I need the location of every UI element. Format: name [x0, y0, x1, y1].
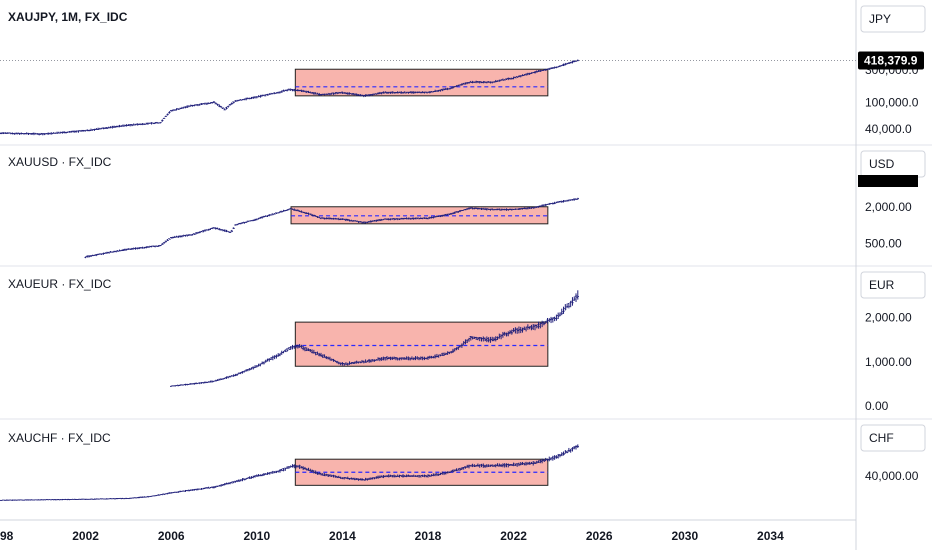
- x-tick-label: 2006: [158, 529, 185, 543]
- x-tick-label: 2010: [243, 529, 270, 543]
- x-tick-label: 2022: [500, 529, 527, 543]
- currency-badge-chf[interactable]: [860, 424, 926, 452]
- currency-label-eur: EUR: [869, 278, 895, 292]
- x-tick-label: 2030: [671, 529, 698, 543]
- currency-badge-jpy[interactable]: [860, 5, 926, 33]
- pane-xauchf[interactable]: XAUCHF · FX_IDC: [0, 431, 579, 501]
- ohlc-bars: [0, 444, 579, 501]
- x-tick-label: 2002: [72, 529, 99, 543]
- price-tick-label: 40,000.0: [865, 122, 912, 136]
- price-tick-label: 500.00: [865, 236, 902, 250]
- x-tick-label: 2014: [329, 529, 356, 543]
- range-box[interactable]: [294, 68, 549, 97]
- ohlc-bars: [84, 197, 579, 259]
- currency-badge-eur[interactable]: [860, 271, 926, 299]
- last-price-value: 418,379.9: [864, 53, 918, 67]
- plot-area-xaujpy[interactable]: [0, 59, 579, 136]
- currency-label-usd: USD: [869, 157, 895, 171]
- currency-label-jpy: JPY: [869, 12, 891, 26]
- x-tick-label: 2026: [586, 529, 613, 543]
- price-tick-label: 2,000.00: [865, 311, 912, 325]
- pane-title-xaueur: XAUEUR · FX_IDC: [8, 277, 112, 291]
- ohlc-bars: [0, 59, 579, 136]
- time-axis[interactable]: 1998 2002 2006 2010 2014 2018 2022 2026 2030 2034: [0, 529, 784, 543]
- pane-xauusd[interactable]: XAUUSD · FX_IDC: [8, 155, 579, 259]
- plot-area-xaueur[interactable]: [170, 290, 579, 387]
- price-tick-label: 40,000.00: [865, 469, 919, 483]
- pane-title-xauusd: XAUUSD · FX_IDC: [8, 155, 112, 169]
- usd-price-tag-covered: [858, 175, 918, 187]
- price-tick-label: 0.00: [865, 399, 889, 413]
- plot-area-xauusd[interactable]: [84, 197, 579, 259]
- range-box[interactable]: [294, 321, 549, 367]
- x-tick-label: 2018: [415, 529, 442, 543]
- price-tick-label: 2,000.00: [865, 200, 912, 214]
- x-tick-label: 1998: [0, 529, 14, 543]
- x-tick-label: 2034: [757, 529, 784, 543]
- price-tick-label: 1,000.00: [865, 355, 912, 369]
- price-axis[interactable]: JPY USD EUR CHF: [860, 5, 926, 452]
- ohlc-bars: [170, 290, 579, 387]
- pane-xaujpy[interactable]: XAUJPY, 1M, FX_IDC: [0, 10, 579, 136]
- currency-label-chf: CHF: [869, 431, 894, 445]
- pane-xaueur[interactable]: XAUEUR · FX_IDC: [8, 277, 579, 387]
- pane-title-xauchf: XAUCHF · FX_IDC: [8, 431, 111, 445]
- price-tick-label: 100,000.0: [865, 95, 919, 109]
- pane-title-xaujpy: XAUJPY, 1M, FX_IDC: [8, 10, 128, 24]
- last-price-tag: [858, 51, 924, 70]
- plot-area-xauchf[interactable]: [0, 444, 579, 501]
